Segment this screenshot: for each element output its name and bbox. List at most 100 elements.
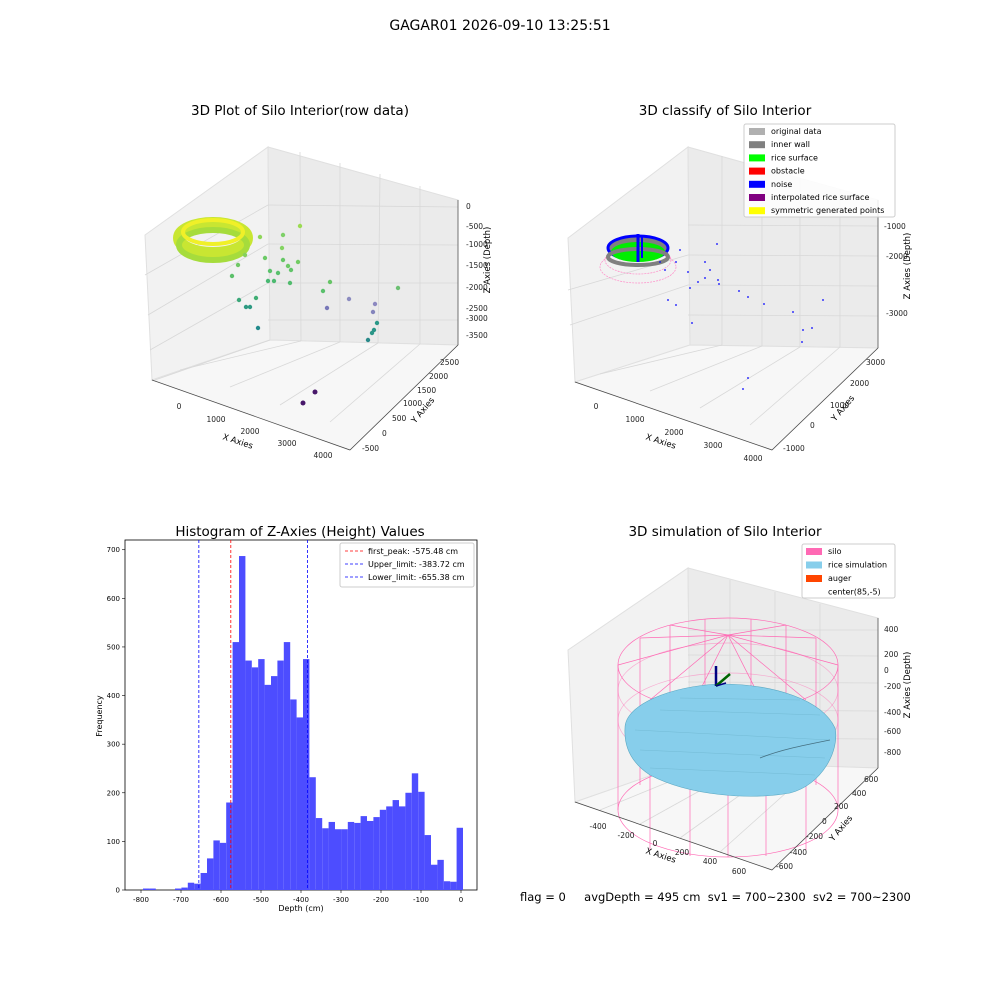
y-tick-label: 600 <box>107 595 120 603</box>
legend-swatch <box>806 575 822 582</box>
tick: -2500 <box>466 304 488 313</box>
pt <box>792 311 794 313</box>
histogram-bar <box>232 642 239 890</box>
pt <box>687 271 689 273</box>
tick: -200 <box>806 832 823 841</box>
pt <box>675 261 677 263</box>
x-tick-label: -300 <box>333 896 349 904</box>
histogram-bar <box>450 881 457 890</box>
rice-surface <box>624 683 837 797</box>
histogram-bar <box>367 820 374 890</box>
histogram-bar <box>418 791 425 890</box>
tick: 2500 <box>440 358 459 367</box>
pt <box>279 245 285 251</box>
flag-text: flag = 0 <box>520 890 566 904</box>
histogram-bars <box>143 556 463 890</box>
pt <box>257 234 263 240</box>
panel4-x-label: X Axies <box>644 846 677 865</box>
pt <box>717 279 719 281</box>
tick: 0 <box>810 421 815 430</box>
panel1-scatter-points <box>229 223 401 406</box>
pt <box>370 309 376 315</box>
histogram-legend: first_peak: -575.48 cm Upper_limit: -383.… <box>339 542 475 588</box>
pt <box>365 337 371 343</box>
tick: 2000 <box>429 372 448 381</box>
tick: 0 <box>177 402 182 411</box>
histogram-bar <box>226 802 233 890</box>
histogram-bar <box>245 660 252 890</box>
histogram-plot: -800 -700 -600 -500 -400 -300 -200 -100 0 0 100 20… <box>95 539 478 913</box>
panel1-left-pane <box>144 146 271 381</box>
tick: 1000 <box>206 415 225 424</box>
histogram-bar <box>386 806 393 890</box>
panel1-title: 3D Plot of Silo Interior(row data) <box>191 103 409 119</box>
tick: 200 <box>884 650 899 659</box>
y-tick-label: 0 <box>116 887 120 895</box>
figure-title: GAGAR01 2026-09-10 13:25:51 <box>389 18 611 34</box>
y-tick-label: 700 <box>107 546 120 554</box>
tick: 400 <box>884 625 899 634</box>
histogram-bar <box>239 556 246 890</box>
pt <box>704 277 706 279</box>
pt <box>801 341 803 343</box>
pt <box>247 304 253 310</box>
pt <box>242 252 248 258</box>
y-tick-label: 200 <box>107 789 120 797</box>
tick: -1000 <box>783 444 805 453</box>
tick: 2000 <box>850 379 869 388</box>
panel2-legend: original data inner wall rice surface obsta… <box>743 123 896 218</box>
pt <box>262 255 268 261</box>
auger-icon <box>714 666 731 687</box>
pt <box>747 296 749 298</box>
histogram-vlines <box>198 540 308 890</box>
pt <box>679 249 681 251</box>
histogram-bar <box>443 881 451 890</box>
tick: -2000 <box>466 283 488 292</box>
pt <box>738 290 740 292</box>
legend-label: first_peak: -575.48 cm <box>368 547 458 556</box>
histogram-bar <box>213 840 220 890</box>
pt <box>312 389 318 395</box>
histogram-bar <box>379 809 387 890</box>
pt <box>327 279 333 285</box>
histogram-x-label: Depth (cm) <box>278 904 323 913</box>
tick: 0 <box>382 429 387 438</box>
x-tick-label: -100 <box>413 896 429 904</box>
panel4-y-label: Y Axies <box>827 813 855 844</box>
tick: -400 <box>884 708 901 717</box>
pt <box>267 268 273 274</box>
tick: -1000 <box>884 222 906 231</box>
pt <box>369 330 375 336</box>
panel1-z-label: Z Axies (Depth) <box>483 227 493 294</box>
pt <box>709 269 711 271</box>
tick: 600 <box>864 775 879 784</box>
histogram-bar <box>149 888 156 890</box>
panel1-x-axis <box>151 379 351 451</box>
sv1-text: sv1 = 700~2300 <box>707 890 806 904</box>
legend-swatch <box>749 194 765 201</box>
panel4-plot: -400 -200 0 200 400 600 X Axies -600 -40… <box>567 543 913 876</box>
tick: 1000 <box>403 399 422 408</box>
tick: 400 <box>852 789 867 798</box>
pt <box>288 267 294 273</box>
pt <box>697 281 699 283</box>
histogram-bar <box>309 777 316 890</box>
y-tick-label: 500 <box>107 643 120 651</box>
panel2-noise-points <box>659 243 824 390</box>
tick: 400 <box>703 857 718 866</box>
histogram-bar <box>219 842 227 890</box>
tick: -400 <box>589 822 606 831</box>
pt <box>300 400 306 406</box>
x-tick-label: -400 <box>293 896 309 904</box>
legend-label: obstacle <box>771 167 805 176</box>
tick: -1000 <box>466 240 488 249</box>
pt <box>802 329 804 331</box>
histogram-bar <box>207 858 214 890</box>
histogram-bar <box>290 699 297 890</box>
panel4-x-axis <box>574 801 773 871</box>
panel4-title: 3D simulation of Silo Interior <box>628 524 822 540</box>
pt <box>811 327 813 329</box>
legend-label: inner wall <box>771 140 810 149</box>
histogram-bar <box>437 859 444 890</box>
histogram-bar <box>258 659 265 890</box>
